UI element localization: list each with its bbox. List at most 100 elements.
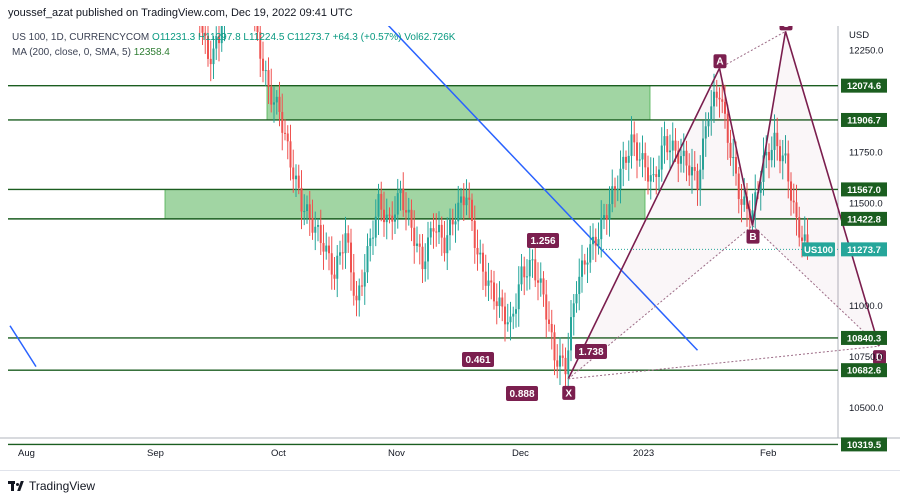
- time-axis-label: Sep: [147, 448, 164, 459]
- time-axis-label: Aug: [18, 448, 35, 459]
- chart-legend: US 100, 1D, CURRENCYCOM O11231.3 H11297.…: [12, 30, 455, 60]
- price-chart-svg[interactable]: XABCD0.4611.2561.7380.88814000.013750.01…: [0, 26, 900, 466]
- trendline-segment[interactable]: [9, 325, 37, 368]
- candle-body: [473, 220, 476, 248]
- legend-ma-label: MA (200, close, 0, SMA, 5): [12, 47, 131, 58]
- candle-body: [523, 266, 526, 278]
- level-price-tag: [841, 437, 887, 452]
- candle-body: [718, 97, 721, 100]
- legend-ma-value: 12358.4: [133, 47, 170, 58]
- time-axis-label: Feb: [760, 448, 776, 459]
- candle-body: [713, 91, 715, 107]
- candle-body: [583, 260, 586, 265]
- candle-body: [798, 217, 801, 238]
- candle-body: [372, 237, 374, 239]
- support-resistance-zone[interactable]: [266, 85, 651, 121]
- candle-body: [209, 58, 212, 65]
- candle-body: [548, 319, 550, 324]
- candle-body: [204, 32, 207, 36]
- candle-body: [792, 200, 795, 203]
- support-resistance-zone[interactable]: [164, 189, 646, 220]
- level-price-tag-label: 11567.0: [847, 185, 881, 196]
- candle-body: [347, 233, 350, 243]
- level-price-tag: [841, 78, 887, 93]
- last-price-tag: [841, 242, 887, 257]
- candle-body: [275, 96, 278, 103]
- candle-body: [732, 157, 735, 159]
- candle-body: [446, 235, 449, 254]
- pattern-point-d-badge[interactable]: [873, 350, 886, 365]
- candle-body: [328, 245, 330, 254]
- candle-body: [399, 188, 402, 194]
- candle-body: [300, 187, 303, 212]
- candle-body: [779, 146, 781, 162]
- candle-body: [531, 259, 534, 261]
- pattern-point-x-badge[interactable]: [562, 385, 576, 400]
- candle-body: [743, 196, 746, 205]
- pattern-point-a-label: A: [716, 57, 723, 68]
- candle-body: [710, 106, 713, 121]
- candle-body: [506, 322, 509, 325]
- candle-body: [273, 102, 275, 105]
- candle-body: [762, 155, 765, 182]
- candle-body: [407, 209, 410, 213]
- candle-body: [319, 225, 322, 243]
- trendline[interactable]: [126, 26, 699, 351]
- tradingview-logo[interactable]: TradingView: [8, 479, 95, 493]
- candle-body: [614, 186, 616, 190]
- candle-body: [592, 236, 594, 245]
- candle-body: [729, 142, 732, 158]
- pattern-point-c-badge[interactable]: [779, 26, 793, 31]
- candle-body: [561, 355, 564, 358]
- candle-body: [638, 159, 641, 161]
- ratio-badge[interactable]: [506, 386, 538, 401]
- candle-body: [515, 309, 517, 314]
- candle-body: [537, 280, 539, 283]
- candle-body: [490, 280, 493, 283]
- legend-ohlc: O11231.3 H11297.8 L11224.5 C11273.7 +64.…: [152, 32, 456, 43]
- candle-body: [482, 252, 484, 272]
- candle-body: [501, 297, 504, 307]
- candle-body: [616, 188, 619, 190]
- candle-body: [289, 141, 292, 168]
- candle-body: [636, 142, 638, 161]
- candle-body: [394, 214, 396, 222]
- candle-body: [284, 132, 286, 134]
- ratio-badge[interactable]: [527, 233, 559, 248]
- candle-body: [341, 252, 344, 254]
- candle-body: [553, 332, 556, 361]
- candle-body: [355, 295, 358, 301]
- publisher-text: youssef_azat published on TradingView.co…: [8, 7, 353, 19]
- pattern-point-b-badge[interactable]: [746, 229, 760, 244]
- candle-body: [603, 215, 605, 219]
- candle-body: [528, 260, 531, 277]
- candle-body: [361, 285, 363, 287]
- candle-body: [696, 170, 699, 190]
- ratio-badge[interactable]: [462, 352, 494, 367]
- candle-body: [358, 285, 361, 301]
- candle-body: [545, 294, 548, 320]
- pattern-point-c-label: C: [782, 26, 789, 30]
- candle-body: [278, 96, 281, 112]
- candle-body: [688, 165, 691, 176]
- chart-area[interactable]: XABCD0.4611.2561.7380.88814000.013750.01…: [0, 26, 900, 466]
- candle-body: [410, 209, 413, 228]
- candle-body: [297, 175, 300, 188]
- symbol-tag: [802, 242, 835, 257]
- candle-body: [765, 151, 768, 156]
- candle-body: [317, 225, 319, 227]
- candle-body: [801, 237, 803, 241]
- ratio-badge[interactable]: [575, 344, 607, 359]
- candle-body: [479, 252, 482, 255]
- candle-body: [575, 294, 578, 304]
- candle-body: [512, 313, 515, 317]
- level-price-tag-label: 11906.7: [847, 115, 881, 126]
- candle-body: [539, 278, 542, 283]
- candle-body: [542, 278, 545, 295]
- candle-body: [311, 217, 314, 233]
- brand-name: TradingView: [29, 479, 96, 493]
- pattern-point-a-badge[interactable]: [713, 54, 727, 69]
- candle-body: [308, 204, 311, 218]
- candle-body: [652, 174, 655, 176]
- candle-body: [768, 151, 770, 161]
